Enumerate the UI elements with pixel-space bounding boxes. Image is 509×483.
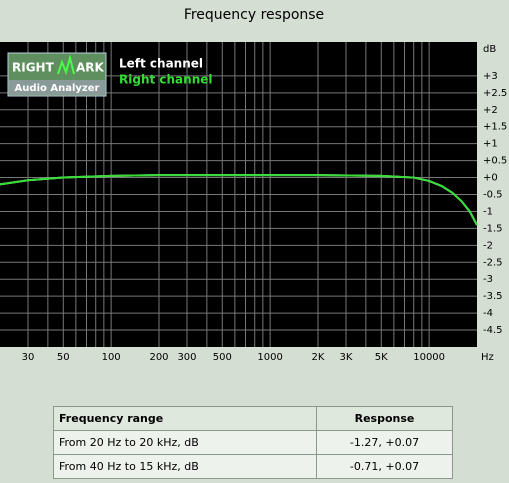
- y-tick-label: +2.5: [483, 88, 507, 99]
- y-tick-label: -1: [483, 206, 493, 217]
- table-header: Frequency range: [53, 406, 317, 431]
- x-tick-label: 30: [22, 352, 35, 363]
- x-tick-label: 3K: [340, 352, 353, 363]
- logo: RIGHT ARK Audio Analyzer: [7, 52, 107, 97]
- x-tick-label: 2K: [312, 352, 325, 363]
- y-tick-label: -2.5: [483, 257, 503, 268]
- y-tick-label: +3: [483, 71, 498, 82]
- series-line: [0, 174, 478, 226]
- chart: Frequency response RIGHT ARK Audio Analy…: [0, 7, 507, 363]
- logo-text: ARK: [76, 61, 105, 75]
- logo-subtitle: Audio Analyzer: [15, 83, 100, 94]
- table-cell: From 40 Hz to 15 kHz, dB: [53, 454, 317, 479]
- y-tick-label: +0: [483, 173, 498, 184]
- x-tick-label: 50: [57, 352, 70, 363]
- table-cell: -1.27, +0.07: [316, 430, 453, 455]
- y-tick-label: -3.5: [483, 291, 503, 302]
- y-tick-label: -1.5: [483, 223, 503, 234]
- x-tick-label: 100: [102, 352, 121, 363]
- x-tick-label: 10000: [413, 352, 445, 363]
- x-tick-label: 1000: [257, 352, 282, 363]
- logo-strip: [9, 80, 105, 95]
- x-unit: Hz: [481, 352, 494, 363]
- logo-m: [57, 54, 75, 76]
- x-tick-label: 5K: [375, 352, 388, 363]
- table-cell: From 20 Hz to 20 kHz, dB: [53, 430, 317, 455]
- logo-text: RIGHT: [12, 61, 55, 75]
- y-tick-label: +0.5: [483, 156, 507, 167]
- legend-label: Left channel: [119, 57, 203, 71]
- y-tick-label: -4: [483, 308, 493, 319]
- y-tick-label: -3: [483, 274, 493, 285]
- y-tick-label: +2: [483, 105, 498, 116]
- x-tick-label: 300: [177, 352, 196, 363]
- y-tick-label: -2: [483, 240, 493, 251]
- legend-label: Right channel: [119, 73, 213, 87]
- table-header: Response: [316, 406, 453, 431]
- x-tick-label: 200: [149, 352, 168, 363]
- y-tick-label: -0.5: [483, 190, 503, 201]
- table-cell: -0.71, +0.07: [316, 454, 453, 479]
- x-tick-label: 500: [213, 352, 232, 363]
- y-tick-label: -4.5: [483, 325, 503, 336]
- results-table: Frequency range Response From 20 Hz to 20…: [53, 406, 453, 479]
- chart-title: Frequency response: [184, 7, 324, 23]
- y-tick-label: +1.5: [483, 122, 507, 133]
- y-tick-label: +1: [483, 139, 498, 150]
- y-unit: dB: [483, 44, 496, 55]
